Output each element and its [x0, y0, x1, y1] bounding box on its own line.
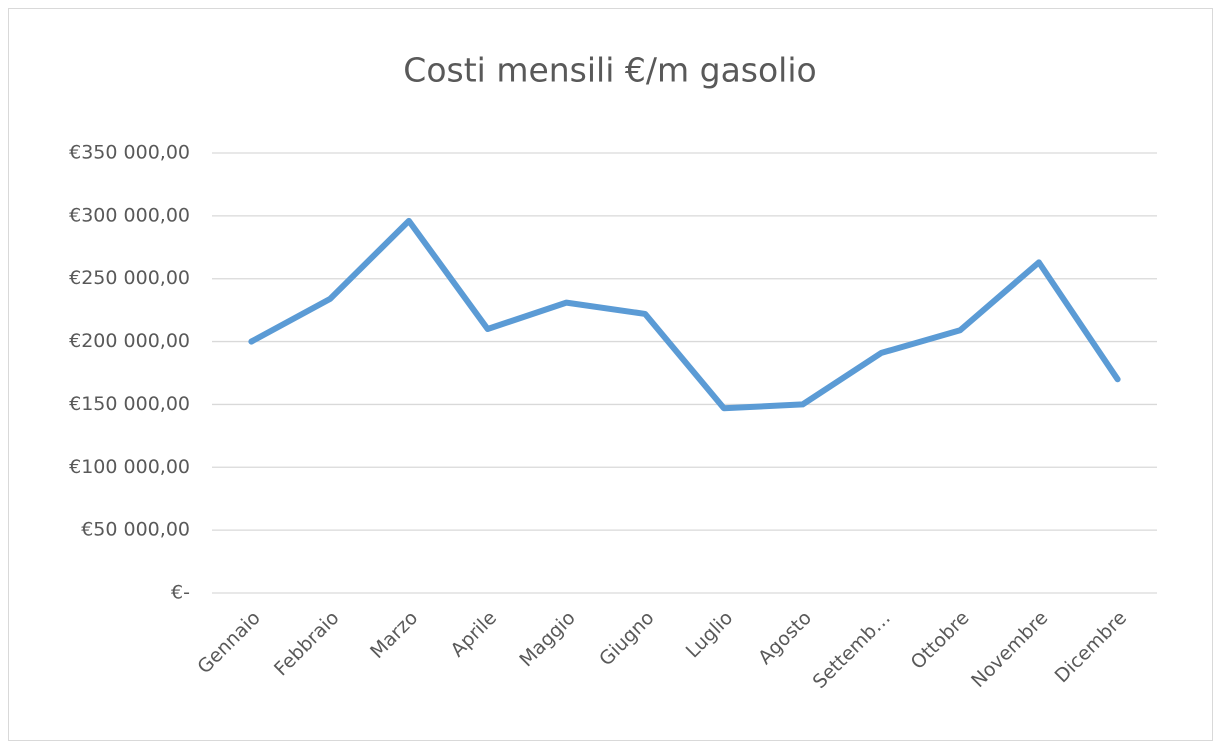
y-tick-label: €50 000,00: [81, 519, 190, 541]
chart-title: Costi mensili €/m gasolio: [403, 51, 816, 90]
y-tick-label: €150 000,00: [69, 393, 190, 415]
y-tick-label: €-: [171, 582, 190, 604]
y-tick-label: €300 000,00: [69, 204, 190, 226]
y-tick-label: €100 000,00: [69, 456, 190, 478]
y-tick-label: €350 000,00: [69, 142, 190, 164]
data-line: [248, 217, 1121, 412]
y-tick-label: €250 000,00: [69, 267, 190, 289]
chart-frame: [8, 8, 1213, 741]
y-tick-label: €200 000,00: [69, 330, 190, 352]
